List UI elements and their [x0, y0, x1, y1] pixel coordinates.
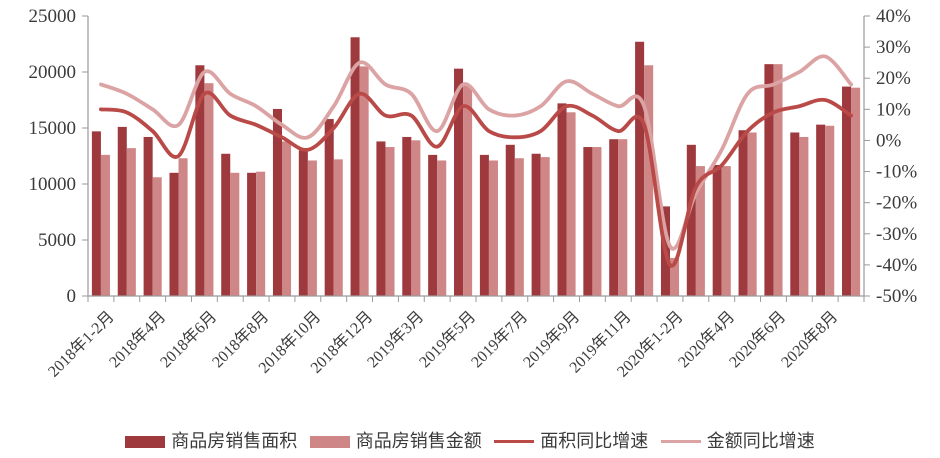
svg-text:0: 0: [67, 286, 77, 307]
svg-text:30%: 30%: [876, 37, 911, 58]
svg-text:25000: 25000: [29, 6, 77, 27]
svg-text:15000: 15000: [29, 118, 77, 139]
svg-text:-40%: -40%: [876, 255, 917, 276]
svg-text:-20%: -20%: [876, 193, 917, 214]
svg-text:20%: 20%: [876, 68, 911, 89]
svg-text:0%: 0%: [876, 130, 902, 151]
svg-text:40%: 40%: [876, 6, 911, 27]
svg-text:-30%: -30%: [876, 224, 917, 245]
svg-text:-50%: -50%: [876, 286, 917, 307]
svg-text:-10%: -10%: [876, 162, 917, 183]
svg-text:10000: 10000: [29, 174, 77, 195]
svg-text:20000: 20000: [29, 62, 77, 83]
svg-text:10%: 10%: [876, 99, 911, 120]
svg-text:5000: 5000: [38, 230, 76, 251]
